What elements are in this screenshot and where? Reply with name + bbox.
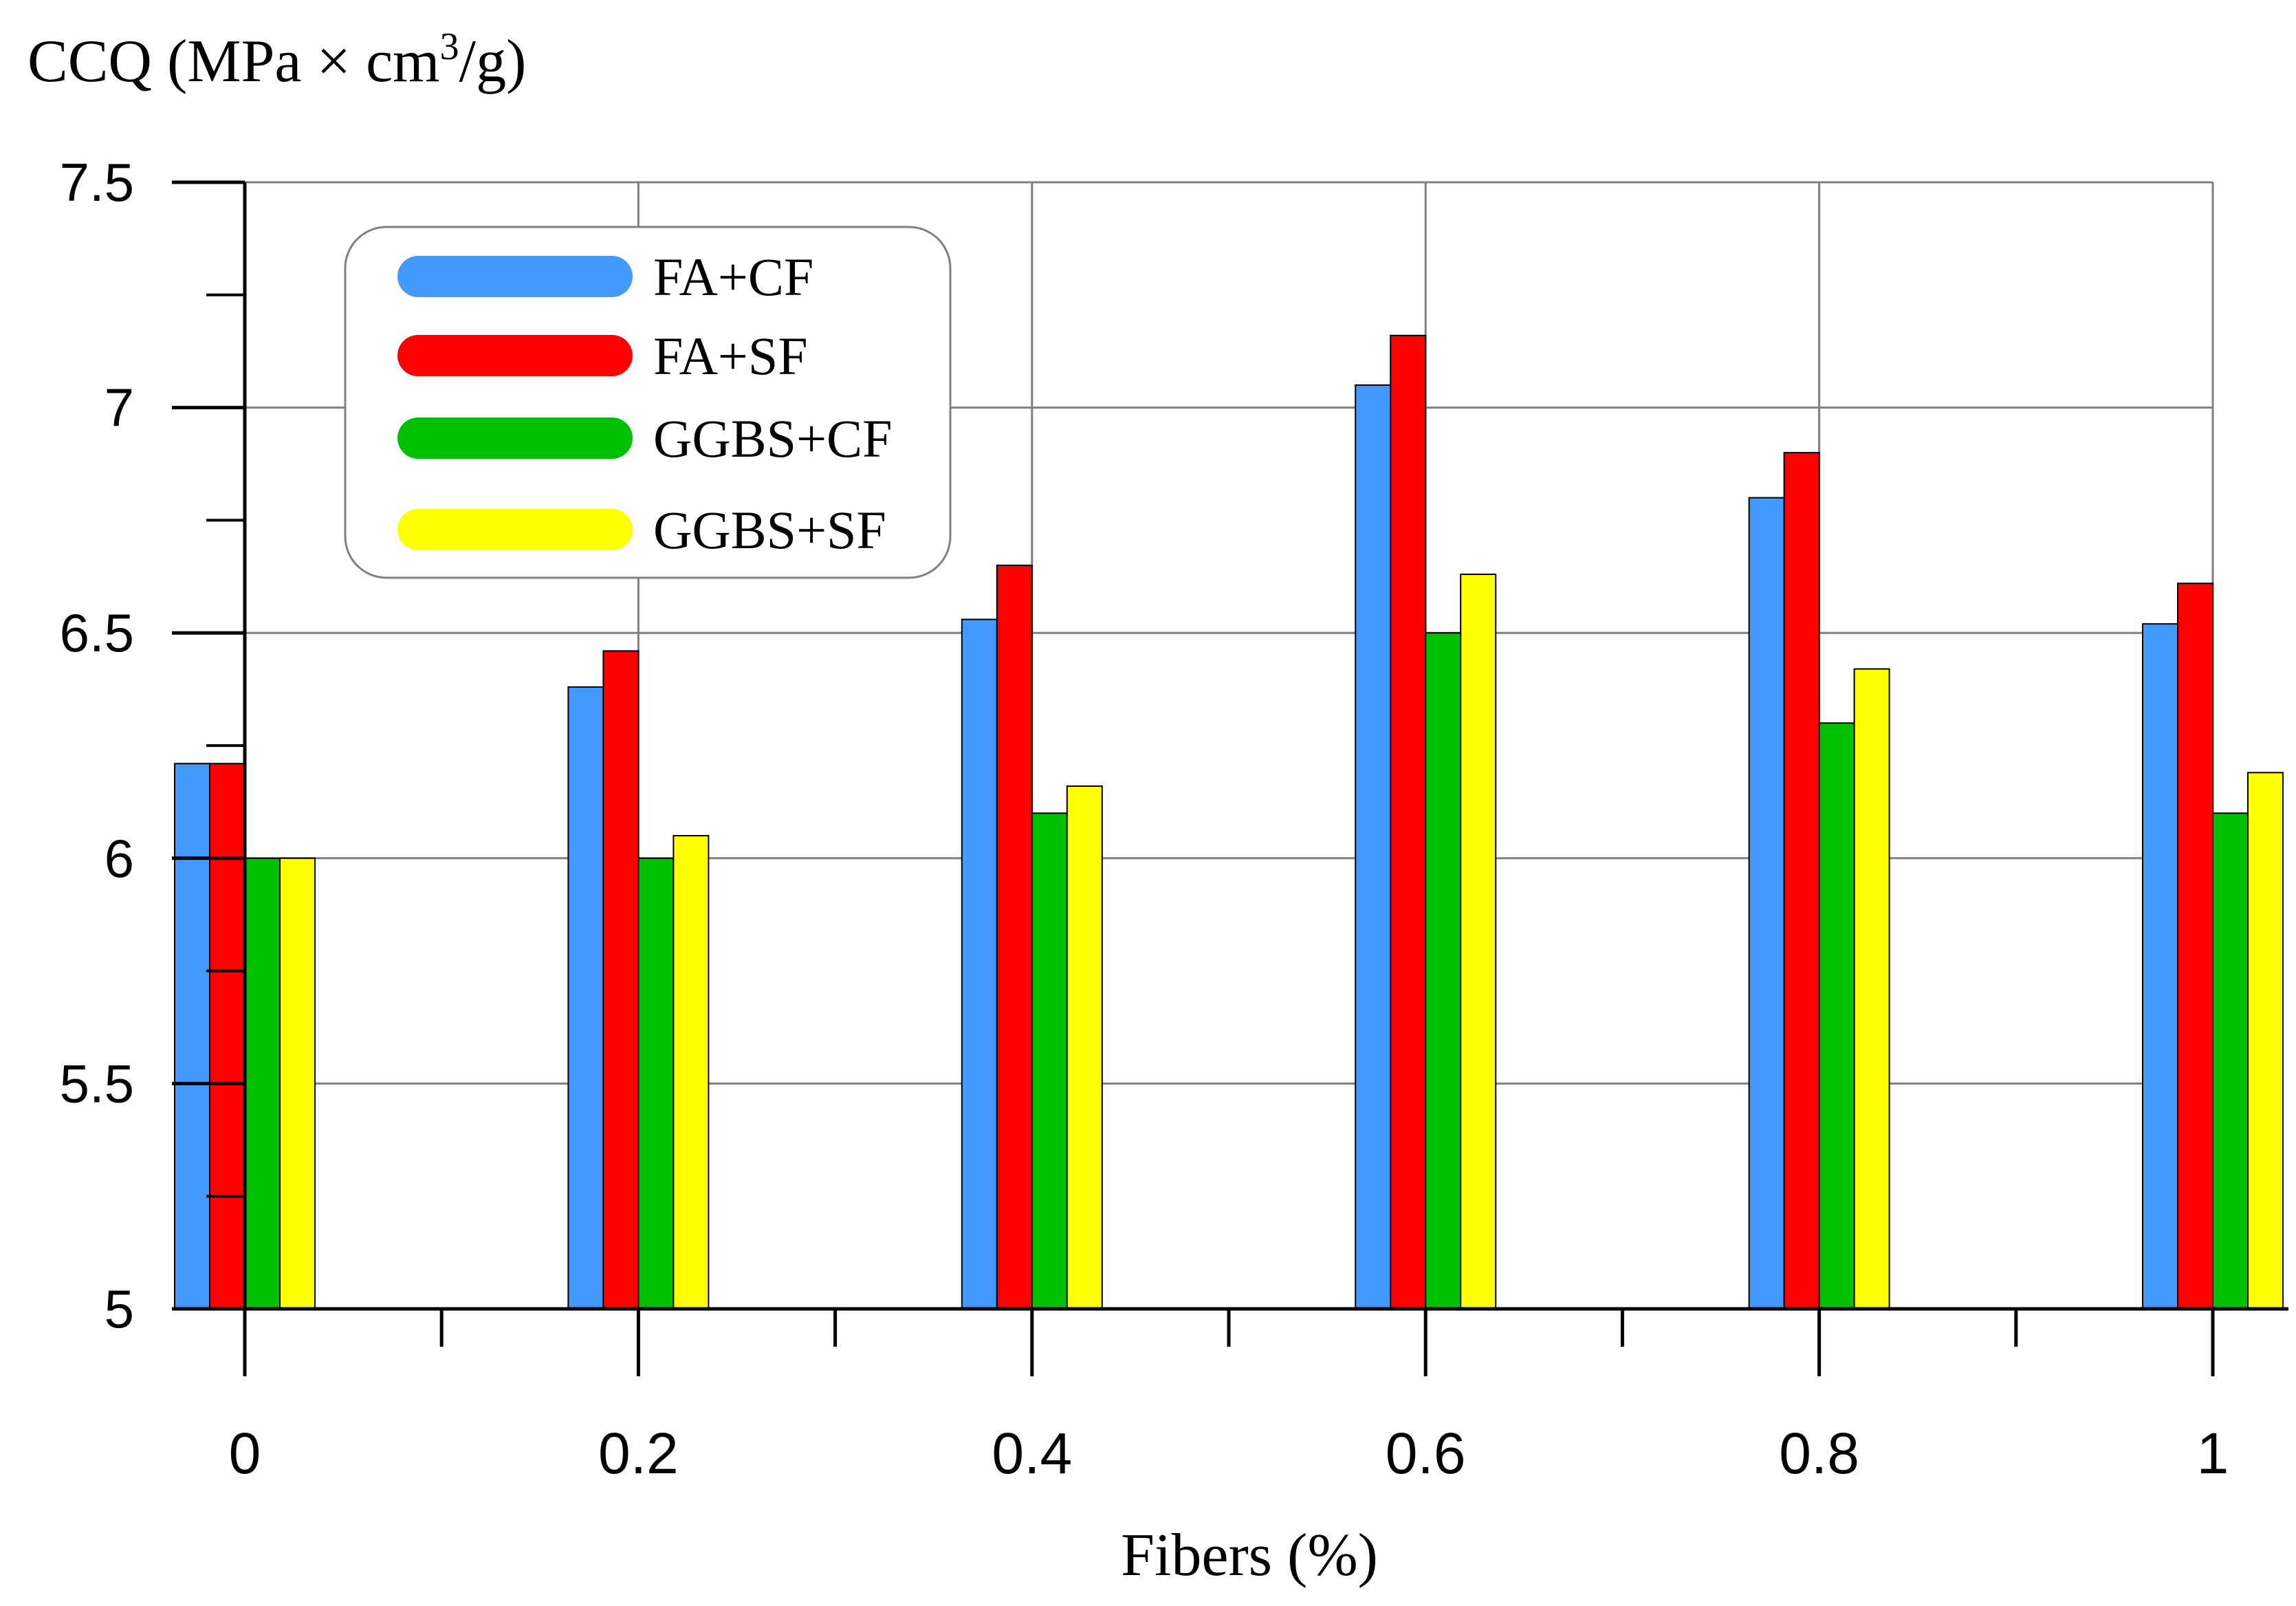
- y-tick-label: 7.5: [60, 152, 134, 213]
- legend-swatch-fa-cf: [397, 256, 633, 297]
- x-axis-ticks: 0 0.2 0.4 0.6 0.8 1: [229, 1309, 2229, 1486]
- bar-fa-sf-0.4: [996, 564, 1033, 1310]
- bar-ggbs-cf-0: [244, 857, 281, 1310]
- bar-fa-cf-0.2: [567, 686, 604, 1310]
- x-tick-label: 0.2: [598, 1421, 679, 1486]
- bars: [174, 334, 2284, 1310]
- bar-fa-sf-0.8: [1783, 452, 1820, 1310]
- bar-ggbs-sf-1: [2247, 772, 2284, 1310]
- bar-ggbs-sf-0.4: [1066, 785, 1103, 1310]
- bar-fa-cf-0: [174, 763, 210, 1310]
- bar-ggbs-cf-0.8: [1818, 722, 1855, 1310]
- bar-fa-sf-0.2: [602, 650, 639, 1310]
- legend-swatch-ggbs-sf: [397, 509, 633, 550]
- x-tick-label: 0: [229, 1421, 261, 1486]
- legend-swatch-ggbs-cf: [397, 417, 633, 459]
- bar-ggbs-sf-0: [279, 857, 316, 1310]
- x-tick-label: 0.4: [992, 1421, 1072, 1486]
- bar-ggbs-sf-0.8: [1853, 668, 1890, 1310]
- legend-label-fa-cf: FA+CF: [653, 247, 813, 307]
- bar-fa-cf-0.8: [1748, 497, 1785, 1310]
- x-tick-label: 1: [2197, 1421, 2229, 1486]
- legend-label-fa-sf: FA+SF: [653, 326, 808, 386]
- bar-ggbs-cf-0.6: [1425, 632, 1462, 1310]
- y-axis-ticks: 5 5.5 6 6.5 7 7.5: [60, 152, 245, 1339]
- bar-ggbs-sf-0.6: [1460, 574, 1497, 1310]
- bar-fa-cf-1: [2142, 623, 2178, 1310]
- bar-fa-sf-0.6: [1390, 334, 1427, 1310]
- legend-label-ggbs-sf: GGBS+SF: [653, 500, 886, 560]
- bar-ggbs-cf-1: [2212, 812, 2249, 1310]
- y-axis-title: CCQ (MPa × cm3/g): [28, 25, 526, 95]
- bar-ggbs-cf-0.4: [1031, 812, 1068, 1310]
- y-tick-label: 7: [105, 378, 134, 438]
- y-tick-label: 5.5: [60, 1053, 134, 1114]
- legend: FA+CF FA+SF GGBS+CF GGBS+SF: [344, 226, 952, 579]
- x-axis-title: Fibers (%): [1121, 1522, 1378, 1589]
- bar-fa-cf-0.4: [961, 618, 998, 1310]
- bar-fa-sf-1: [2177, 583, 2213, 1310]
- legend-swatch-fa-sf: [397, 335, 633, 376]
- x-tick-label: 0.6: [1386, 1421, 1466, 1486]
- y-tick-label: 5: [105, 1279, 134, 1339]
- y-tick-label: 6: [105, 828, 134, 889]
- bar-fa-sf-0: [209, 763, 245, 1310]
- bar-ggbs-sf-0.2: [673, 835, 710, 1310]
- legend-label-ggbs-cf: GGBS+CF: [653, 409, 892, 468]
- legend-box: [344, 226, 952, 579]
- x-tick-label: 0.8: [1779, 1421, 1859, 1486]
- bar-fa-cf-0.6: [1355, 384, 1392, 1310]
- bar-ggbs-cf-0.2: [637, 857, 675, 1310]
- y-tick-label: 6.5: [60, 603, 134, 663]
